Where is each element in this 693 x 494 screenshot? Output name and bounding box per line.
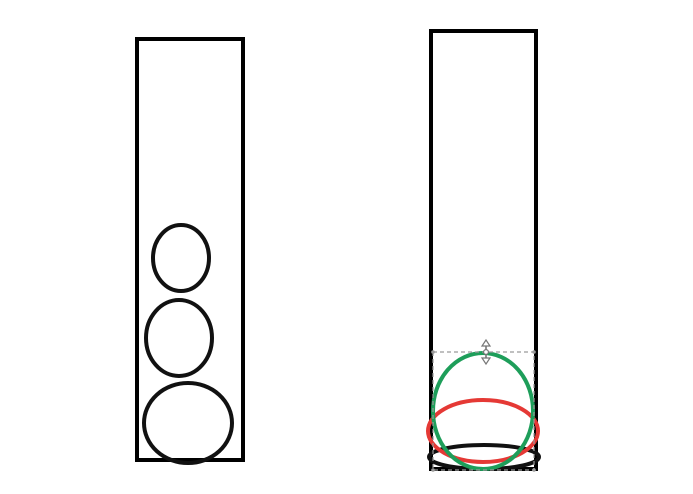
right-tube <box>429 29 538 471</box>
vertical-resize-arrows-icon[interactable] <box>480 338 492 366</box>
selection-handle-bottom-left[interactable] <box>431 468 435 472</box>
selection-handle-bottom-right[interactable] <box>532 468 536 472</box>
selection-handle-top-right[interactable] <box>532 350 536 354</box>
left-tube <box>135 37 245 462</box>
left-circle-bottom <box>142 381 234 465</box>
left-circle-top <box>151 223 211 293</box>
selection-handles[interactable] <box>431 350 536 472</box>
left-tube-group <box>135 37 245 465</box>
right-ellipse-red[interactable] <box>426 398 540 464</box>
right-tube-group <box>426 29 541 472</box>
right-ellipse-green[interactable] <box>431 351 535 471</box>
selection-handle-top-left[interactable] <box>431 350 435 354</box>
left-circle-middle <box>144 298 214 378</box>
